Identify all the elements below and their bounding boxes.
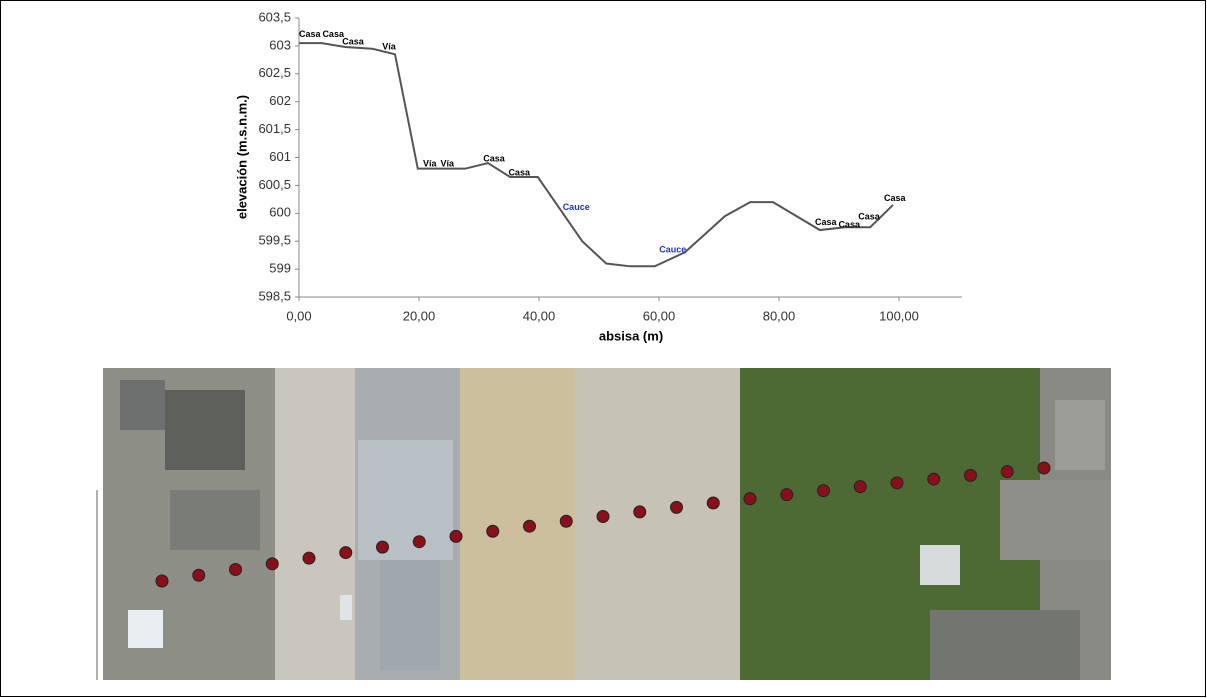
x-tick-label: 40,00 xyxy=(523,308,556,323)
profile-line xyxy=(299,42,894,268)
y-tick-label: 602,5 xyxy=(258,65,291,80)
y-tick-label: 601,5 xyxy=(258,121,291,136)
survey-point xyxy=(817,484,830,498)
annotation: Casa xyxy=(322,29,345,39)
annotation: Casa xyxy=(483,154,506,164)
annotation: Vía xyxy=(423,159,438,169)
survey-point xyxy=(559,514,573,528)
x-tick-label: 60,00 xyxy=(643,308,676,323)
y-tick-label: 601 xyxy=(269,149,291,164)
survey-point xyxy=(376,540,389,554)
survey-point xyxy=(523,519,536,533)
annotation: Vía xyxy=(440,159,455,169)
annotation: Casa xyxy=(508,167,531,177)
x-axis-label: absisa (m) xyxy=(599,328,663,343)
survey-point xyxy=(155,574,169,588)
y-tick-label: 599,5 xyxy=(258,233,291,248)
annotation: Casa xyxy=(299,29,322,39)
annotation: Casa xyxy=(838,219,861,229)
y-tick-label: 603 xyxy=(269,37,291,52)
annotation: Vía xyxy=(382,41,397,51)
annotation: Casa xyxy=(884,193,907,203)
x-tick-label: 100,00 xyxy=(879,308,919,323)
annotation: Cauce xyxy=(563,202,590,212)
annotation: Casa xyxy=(342,36,365,46)
annotation: Cauce xyxy=(659,245,686,255)
survey-point xyxy=(633,505,647,519)
y-tick-label: 603,5 xyxy=(258,9,291,24)
survey-point xyxy=(706,496,720,510)
x-tick-label: 20,00 xyxy=(403,308,436,323)
y-tick-label: 598,5 xyxy=(258,288,291,303)
survey-point xyxy=(412,535,426,549)
survey-point xyxy=(449,529,463,543)
aerial-image xyxy=(96,368,1111,680)
survey-point xyxy=(670,500,683,514)
y-tick-label: 602 xyxy=(269,93,291,108)
annotation: Casa xyxy=(858,212,881,222)
survey-point xyxy=(927,472,941,486)
y-axis-label: elevación (m.s.n.m.) xyxy=(234,95,249,219)
survey-point xyxy=(265,557,279,571)
survey-point xyxy=(780,488,794,502)
survey-point xyxy=(302,551,316,565)
x-tick-label: 80,00 xyxy=(763,308,796,323)
survey-point xyxy=(339,546,353,560)
y-tick-label: 600,5 xyxy=(258,177,291,192)
survey-point xyxy=(853,480,867,494)
survey-point xyxy=(890,476,904,490)
x-tick-label: 0,00 xyxy=(286,308,311,323)
annotation: Casa xyxy=(815,217,838,227)
y-tick-label: 600 xyxy=(269,205,291,220)
survey-point xyxy=(964,468,977,482)
survey-point xyxy=(596,510,610,523)
survey-point xyxy=(229,563,242,577)
survey-point xyxy=(1000,465,1014,479)
survey-point xyxy=(1037,461,1051,475)
survey-point xyxy=(743,492,757,506)
y-tick-label: 599 xyxy=(269,261,291,276)
survey-point xyxy=(486,524,500,538)
survey-point xyxy=(192,568,206,582)
